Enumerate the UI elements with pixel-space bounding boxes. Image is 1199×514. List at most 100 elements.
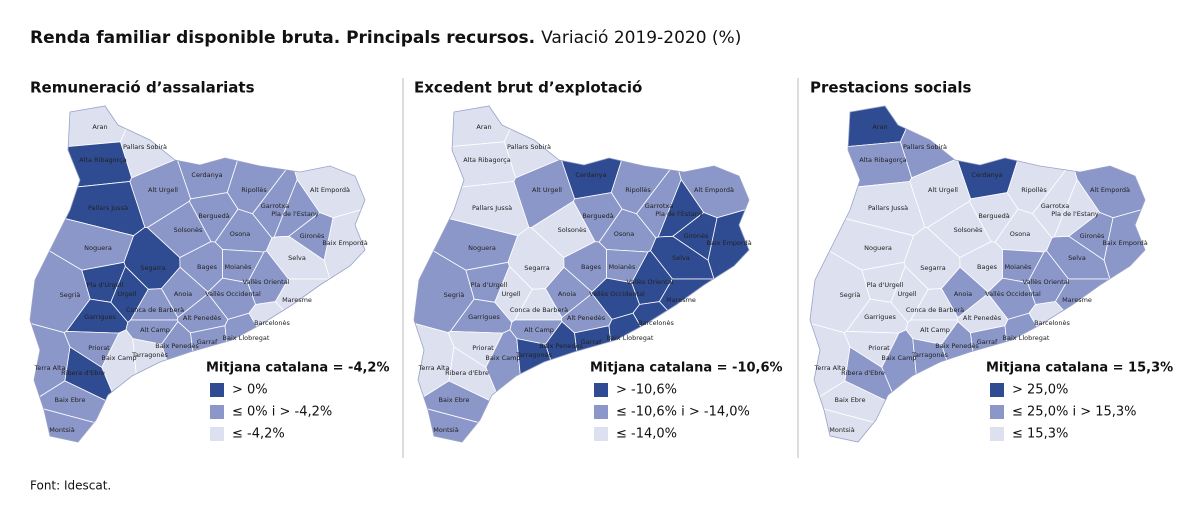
panel-title: Excedent brut d’explotació — [414, 79, 642, 97]
region-label: Garrigues — [84, 313, 116, 321]
region-label: Selva — [1068, 254, 1086, 262]
region-label: Terra Alta — [814, 364, 846, 372]
region-label: Alt Urgell — [928, 186, 958, 194]
region-label: Pallars Sobirà — [903, 143, 947, 151]
region-label: Alt Empordà — [310, 186, 350, 194]
region-label: Alt Urgell — [148, 186, 178, 194]
region-label: Noguera — [84, 244, 112, 252]
region-label: Priorat — [88, 344, 110, 352]
region-label: Alta Ribagorça — [859, 156, 906, 164]
region-label: Ribera d'Ebre — [61, 369, 105, 377]
region-label: Segarra — [140, 264, 165, 272]
region-label: Berguedà — [978, 212, 1009, 220]
source: Font: Idescat. — [30, 479, 111, 493]
region-label: Noguera — [864, 244, 892, 252]
region-label: Segarra — [920, 264, 945, 272]
region-label: Anoia — [954, 290, 972, 298]
region-label: Baix Camp — [101, 354, 136, 362]
region-label: Bages — [197, 263, 218, 271]
region-label: Garrotxa — [645, 202, 673, 210]
region-label: Moianès — [1005, 263, 1032, 271]
region-label: Baix Llobregat — [223, 334, 270, 342]
region-label: Solsonès — [174, 226, 203, 234]
region-label: Alt Penedès — [183, 314, 222, 322]
legend-swatch — [594, 427, 608, 441]
region-label: Garraf — [197, 338, 218, 346]
region-label: Segrià — [444, 291, 465, 299]
legend-label: ≤ -14,0% — [616, 427, 677, 442]
figure-heading: Renda familiar disponible bruta. Princip… — [30, 28, 741, 48]
legend-swatch — [210, 383, 224, 397]
average-label: Mitjana catalana = -10,6% — [590, 361, 783, 376]
legend-swatch — [990, 427, 1004, 441]
region-shape — [323, 192, 365, 356]
region-label: Urgell — [897, 290, 916, 298]
region-label: Tarragonès — [911, 351, 948, 359]
panel: Remuneració d’assalariats Aran Pallars Sob… — [29, 79, 390, 443]
region-label: Montsià — [829, 426, 854, 434]
legend-label: > 0% — [232, 383, 268, 398]
region-label: Pla d'Urgell — [867, 281, 904, 289]
region-label: Selva — [288, 254, 306, 262]
legend-label: ≤ 25,0% i > 15,3% — [1012, 405, 1137, 420]
legend-swatch — [990, 405, 1004, 419]
region-label: Conca de Barberà — [126, 306, 184, 314]
average-label: Mitjana catalana = 15,3% — [986, 361, 1173, 376]
region-label: Pla de l'Estany — [655, 210, 703, 218]
region-label: Alt Penedès — [963, 314, 1002, 322]
legend-label: ≤ 0% i > -4,2% — [232, 405, 332, 420]
region-label: Gironès — [684, 232, 709, 240]
region-label: Cerdanya — [191, 171, 222, 179]
region-label: Osona — [230, 230, 251, 238]
region-label: Vallès Occidental — [985, 290, 1041, 298]
legend-swatch — [210, 405, 224, 419]
region-label: Segrià — [840, 291, 861, 299]
region-label: Priorat — [868, 344, 890, 352]
region-label: Moianès — [609, 263, 636, 271]
region-label: Bages — [581, 263, 602, 271]
map-outline — [29, 105, 366, 443]
region-label: Conca de Barberà — [510, 306, 568, 314]
map-outline — [413, 105, 750, 443]
legend-label: ≤ -10,6% i > -14,0% — [616, 405, 750, 420]
region-label: Garrigues — [864, 313, 896, 321]
region-label: Aran — [476, 123, 491, 131]
legend-label: ≤ -4,2% — [232, 427, 285, 442]
region-label: Baix Penedès — [935, 342, 979, 350]
region-label: Maresme — [666, 296, 696, 304]
region-label: Baix Empordà — [1102, 239, 1147, 247]
region-label: Pallars Sobirà — [123, 143, 167, 151]
region-label: Pallars Jussà — [472, 204, 512, 212]
region-label: Vallès Occidental — [589, 290, 645, 298]
legend-label: ≤ 15,3% — [1012, 427, 1068, 442]
region-label: Alta Ribagorça — [79, 156, 126, 164]
region-label: Urgell — [117, 290, 136, 298]
region-label: Solsonès — [954, 226, 983, 234]
region-label: Pla de l'Estany — [1051, 210, 1099, 218]
region-label: Alt Camp — [524, 326, 554, 334]
region-label: Conca de Barberà — [906, 306, 964, 314]
region-label: Anoia — [174, 290, 192, 298]
region-label: Ripollès — [1021, 186, 1047, 194]
region-shape — [291, 106, 365, 219]
region-label: Garraf — [581, 338, 602, 346]
region-label: Tarragonès — [131, 351, 168, 359]
region-label: Garrotxa — [261, 202, 289, 210]
region-shape — [1071, 106, 1145, 219]
region-label: Anoia — [558, 290, 576, 298]
region-label: Osona — [1010, 230, 1031, 238]
legend-swatch — [594, 405, 608, 419]
region-label: Baix Llobregat — [1003, 334, 1050, 342]
region-label: Tarragonès — [515, 351, 552, 359]
legend-label: > -10,6% — [616, 383, 677, 398]
region-label: Garrigues — [468, 313, 500, 321]
region-label: Baix Ebre — [55, 396, 86, 404]
region-label: Ribera d'Ebre — [841, 369, 885, 377]
region-shape — [675, 106, 749, 219]
region-label: Cerdanya — [575, 171, 606, 179]
region-label: Maresme — [1062, 296, 1092, 304]
region-label: Cerdanya — [971, 171, 1002, 179]
region-label: Baix Llobregat — [607, 334, 654, 342]
map-outline — [809, 105, 1146, 443]
region-label: Noguera — [468, 244, 496, 252]
